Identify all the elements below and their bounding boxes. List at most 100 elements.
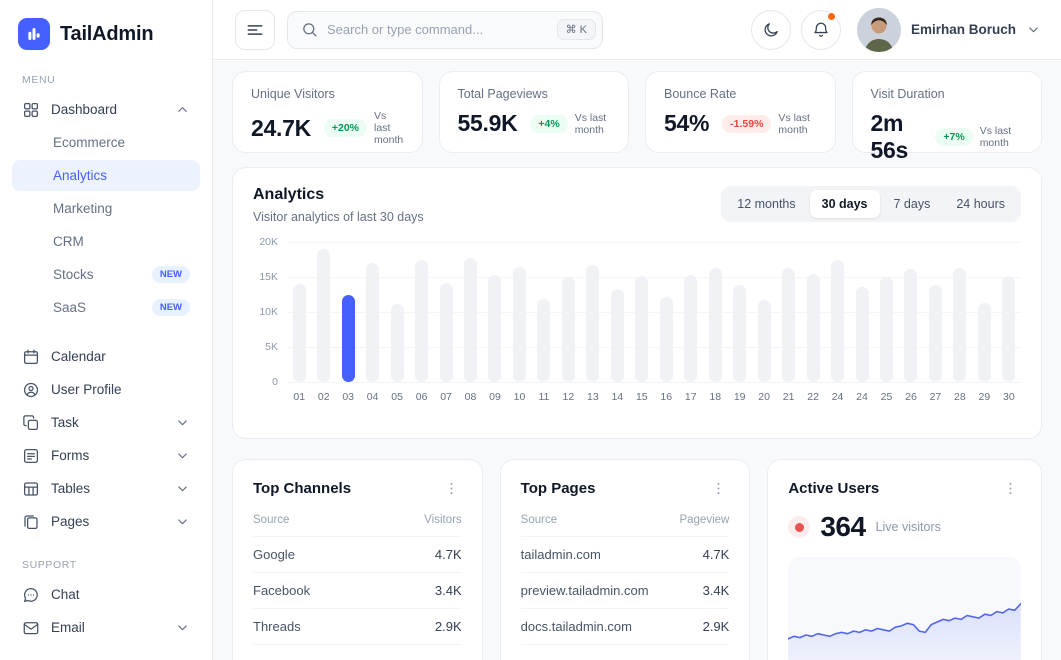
y-tick-label: 0 [272,376,278,388]
sidebar-subitem-marketing[interactable]: Marketing [12,193,200,224]
bar-slot [458,242,482,382]
search-input-wrap[interactable]: ⌘ K [287,10,603,49]
bar-slot [972,242,996,382]
row-value: 3.4K [702,583,730,598]
bar-slot [899,242,923,382]
sidebar-item-forms[interactable]: Forms [12,440,200,471]
tables-icon [22,480,40,498]
stat-card-visit-duration: Visit Duration 2m 56s +7% Vs last month [851,71,1042,163]
range-tab-30-days[interactable]: 30 days [809,190,880,218]
sidebar-item-label: Forms [51,448,90,463]
bar-slot [311,242,335,382]
bar-slot [360,242,384,382]
sidebar-item-calendar[interactable]: Calendar [12,341,200,372]
sidebar-subitem-crm[interactable]: CRM [12,226,200,257]
sidebar-item-label: User Profile [51,382,122,397]
sidebar-subitem-ecommerce[interactable]: Ecommerce [12,127,200,158]
new-badge: NEW [151,266,190,283]
bar-slot [605,242,629,382]
bar-day-07 [439,282,453,382]
stat-main: 2m 56s +7% Vs last month [871,110,1024,164]
x-tick-label: 04 [366,391,379,403]
x-tick-label: 25 [880,391,893,403]
sidebar-item-label: Chat [51,587,80,602]
notifications-button[interactable] [800,9,841,50]
x-tick-label: 09 [489,391,501,403]
analytics-heading: Analytics Visitor analytics of last 30 d… [253,186,424,224]
bar-day-30 [1002,276,1016,382]
sidebar-item-task[interactable]: Task [12,407,200,438]
sidebar-item-tables[interactable]: Tables [12,473,200,504]
y-axis: 20K 15K 10K 5K 0 [253,236,287,388]
bar-day-28 [953,267,967,382]
bar-day-12 [561,277,575,382]
column-header-source: Source [520,514,558,526]
chevron-down-icon [175,415,190,430]
row-source: tailadmin.com [520,547,601,562]
bar-day-17 [684,274,698,382]
range-tab-12-months[interactable]: 12 months [725,190,807,218]
x-tick-label: 10 [513,391,526,403]
x-tick-label: 27 [929,391,942,403]
dark-mode-toggle[interactable] [750,9,791,50]
chevron-down-icon [175,448,190,463]
kebab-icon [710,480,727,497]
sidebar-toggle-button[interactable] [235,9,275,50]
stat-card-bounce-rate: Bounce Rate 54% -1.59% Vs last month [645,71,836,153]
sidebar-subitem-label: Ecommerce [53,135,126,150]
top-pages-menu-button[interactable] [708,478,729,499]
bar-slot [336,242,360,382]
column-header-value: Visitors [424,514,462,526]
sidebar-subitem-saas[interactable]: SaaS NEW [12,292,200,323]
sidebar-item-chat[interactable]: Chat [12,579,200,610]
chevron-down-icon [175,620,190,635]
bar-day-08 [464,258,478,382]
row-source: Threads [253,619,301,634]
stat-caption: Vs last month [374,110,404,146]
bar-slot [727,242,751,382]
sidebar-subitem-stocks[interactable]: Stocks NEW [12,259,200,290]
sidebar-item-dashboard[interactable]: Dashboard [12,94,200,125]
stat-main: 24.7K +20% Vs last month [251,110,404,146]
sidebar-item-pages[interactable]: Pages [12,506,200,537]
stat-caption: Vs last month [778,111,810,136]
stat-label: Unique Visitors [251,87,335,101]
top-channels-menu-button[interactable] [441,478,462,499]
hamburger-icon [245,20,265,40]
brand[interactable]: TailAdmin [12,16,200,52]
range-tab-24-hours[interactable]: 24 hours [944,190,1017,218]
sidebar-subitem-analytics[interactable]: Analytics [12,160,200,191]
sidebar-item-email[interactable]: Email [12,612,200,643]
search-input[interactable] [327,22,548,37]
row-source: Google [253,547,295,562]
bar-slot [630,242,654,382]
x-tick-label: 05 [391,391,403,403]
range-tabs: 12 months 30 days 7 days 24 hours [721,186,1021,222]
table-row: docs.tailadmin.com 2.9K [520,609,730,645]
stat-card-total-pageviews: Total Pageviews 55.9K +4% Vs last month [438,71,629,153]
sidebar-item-user-profile[interactable]: User Profile [12,374,200,405]
bar-day-10 [512,266,526,382]
active-users-menu-button[interactable] [1000,478,1021,499]
x-tick-label: 26 [905,391,917,403]
chevron-up-icon [175,102,190,117]
row-value: 3.4K [434,583,462,598]
stat-value: 54% [664,110,710,136]
sidebar-item-label: Pages [51,514,90,529]
sidebar-subitem-label: Analytics [53,168,108,183]
range-tab-7-days[interactable]: 7 days [882,190,943,218]
analytics-title: Analytics [253,186,325,203]
top-channels-header: Top Channels [253,478,462,499]
bar-day-15 [635,275,649,382]
stat-label: Visit Duration [870,87,945,101]
live-visitors-row: 364 Live visitors [788,511,1021,543]
analytics-subtitle: Visitor analytics of last 30 days [253,210,424,224]
stat-label: Total Pageviews [457,87,548,101]
chart-plot-area [287,242,1021,383]
bar-day-05 [390,303,404,382]
bar-slot [434,242,458,382]
x-tick-label: 16 [660,391,673,403]
bar-day-04 [366,263,380,382]
stat-main: 54% -1.59% Vs last month [664,110,817,137]
user-menu[interactable]: Emirhan Boruch [856,7,1041,52]
